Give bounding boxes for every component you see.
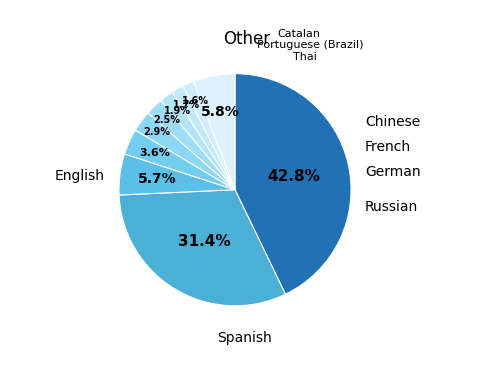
Text: Catalan: Catalan <box>278 29 320 39</box>
Text: 31.4%: 31.4% <box>178 234 231 249</box>
Text: Spanish: Spanish <box>217 331 272 345</box>
Text: Other: Other <box>223 30 270 48</box>
Wedge shape <box>136 113 235 190</box>
Wedge shape <box>119 190 286 306</box>
Text: 5.7%: 5.7% <box>138 172 176 186</box>
Text: Russian: Russian <box>365 200 418 214</box>
Text: French: French <box>365 140 411 154</box>
Wedge shape <box>161 92 235 190</box>
Text: Portuguese (Brazil): Portuguese (Brazil) <box>257 41 364 51</box>
Text: 1.7%: 1.7% <box>173 100 200 110</box>
Text: 2.9%: 2.9% <box>143 127 170 137</box>
Wedge shape <box>235 74 351 294</box>
Wedge shape <box>172 86 235 190</box>
Text: German: German <box>365 165 420 179</box>
Wedge shape <box>148 100 235 190</box>
Text: 5.8%: 5.8% <box>202 105 240 119</box>
Wedge shape <box>124 130 235 190</box>
Wedge shape <box>119 154 235 195</box>
Text: English: English <box>55 169 105 183</box>
Text: Thai: Thai <box>292 52 316 62</box>
Wedge shape <box>194 74 235 190</box>
Text: 3.6%: 3.6% <box>139 148 170 158</box>
Text: 42.8%: 42.8% <box>268 169 320 184</box>
Text: 1.6%: 1.6% <box>182 96 209 106</box>
Text: 1.9%: 1.9% <box>164 106 191 116</box>
Text: 2.5%: 2.5% <box>154 115 180 125</box>
Wedge shape <box>183 81 235 190</box>
Text: Chinese: Chinese <box>365 115 420 129</box>
